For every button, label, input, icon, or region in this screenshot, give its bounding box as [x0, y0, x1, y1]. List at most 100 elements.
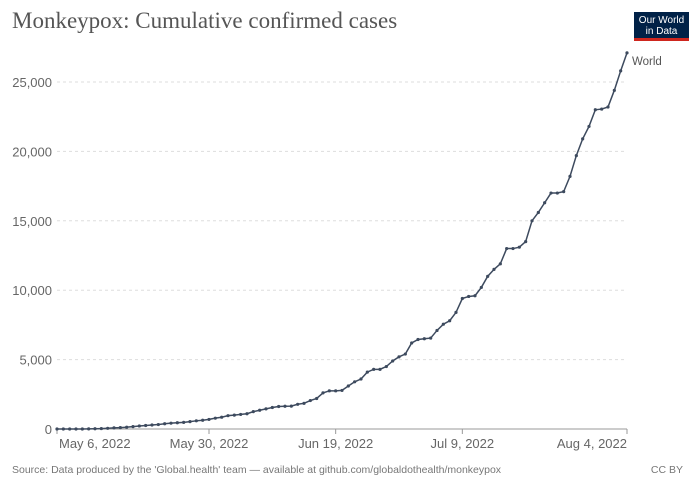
data-point [283, 404, 287, 408]
data-point [308, 398, 312, 403]
data-point [194, 419, 198, 423]
data-point [517, 245, 521, 249]
x-tick-label: Jun 19, 2022 [298, 436, 373, 451]
data-point [150, 423, 154, 427]
data-point [220, 415, 224, 419]
data-point [169, 421, 173, 425]
data-point [99, 426, 103, 431]
data-point [137, 424, 141, 428]
data-point [156, 422, 160, 427]
data-point [213, 416, 217, 420]
data-point [422, 337, 426, 341]
data-point [68, 427, 72, 431]
data-point [454, 310, 458, 315]
x-tick-label: May 6, 2022 [59, 436, 131, 451]
data-point [131, 425, 135, 429]
license-label[interactable]: CC BY [650, 464, 683, 476]
data-point [315, 396, 319, 401]
data-point [587, 124, 591, 129]
data-point [144, 423, 148, 428]
data-point [473, 294, 477, 298]
data-point [479, 285, 483, 290]
y-tick-label: 15,000 [12, 214, 52, 229]
data-point [87, 427, 91, 431]
data-point [175, 421, 179, 425]
data-point [258, 408, 262, 412]
data-point [340, 388, 344, 393]
data-point [524, 240, 528, 244]
y-tick-label: 0 [45, 422, 52, 437]
data-point [397, 355, 401, 359]
data-point [93, 427, 97, 431]
data-point [334, 389, 338, 393]
data-point [106, 426, 110, 430]
data-point [536, 210, 540, 215]
data-point [289, 404, 293, 408]
data-point [55, 427, 59, 431]
data-point [359, 377, 363, 381]
data-point [207, 417, 211, 422]
data-point [574, 153, 578, 158]
data-point [460, 296, 464, 301]
data-point [498, 262, 502, 266]
data-point [232, 413, 236, 417]
logo-line-1: Our World [638, 15, 685, 26]
data-point [365, 370, 369, 374]
data-point [384, 364, 388, 369]
data-point [264, 407, 268, 411]
data-point [549, 191, 553, 195]
data-point [327, 389, 331, 393]
data-point [530, 219, 534, 223]
data-point [467, 294, 471, 299]
data-point [112, 426, 116, 430]
data-point [226, 414, 230, 418]
owid-logo[interactable]: Our World in Data [634, 12, 689, 41]
data-point [245, 412, 249, 416]
data-point [543, 201, 547, 205]
data-point [372, 367, 376, 371]
data-point [80, 427, 84, 431]
x-tick-label: Jul 9, 2022 [431, 436, 495, 451]
data-point [410, 341, 414, 345]
data-point [600, 107, 604, 111]
data-point [581, 137, 585, 141]
data-point [391, 359, 395, 363]
data-point [505, 246, 509, 251]
data-point [448, 319, 452, 323]
data-point [296, 402, 300, 406]
data-point [163, 422, 167, 426]
data-point [321, 391, 325, 395]
data-point [201, 418, 205, 422]
data-point [239, 412, 243, 417]
data-point [606, 105, 610, 109]
data-point [346, 384, 350, 388]
series-label: World [632, 56, 662, 68]
data-point [429, 336, 433, 340]
data-point [562, 190, 566, 194]
data-point [625, 51, 629, 55]
y-tick-label: 5,000 [19, 353, 52, 368]
data-point [74, 427, 78, 431]
data-point [416, 337, 420, 342]
y-tick-label: 20,000 [12, 144, 52, 159]
y-tick-label: 10,000 [12, 283, 52, 298]
data-point [302, 401, 306, 405]
data-point [511, 246, 515, 251]
data-point [555, 191, 559, 195]
data-point [435, 328, 439, 333]
data-point [353, 380, 357, 384]
data-point [619, 69, 623, 73]
data-point [251, 410, 255, 414]
data-point [378, 367, 382, 371]
data-point [593, 108, 597, 112]
data-point [403, 352, 407, 356]
data-point [270, 405, 274, 410]
chart-title: Monkeypox: Cumulative confirmed cases [12, 8, 398, 33]
data-point [277, 404, 281, 409]
x-tick-label: Aug 4, 2022 [557, 436, 627, 451]
source-note: Source: Data produced by the 'Global.hea… [12, 464, 502, 476]
data-point [182, 420, 186, 424]
data-point [568, 174, 572, 178]
